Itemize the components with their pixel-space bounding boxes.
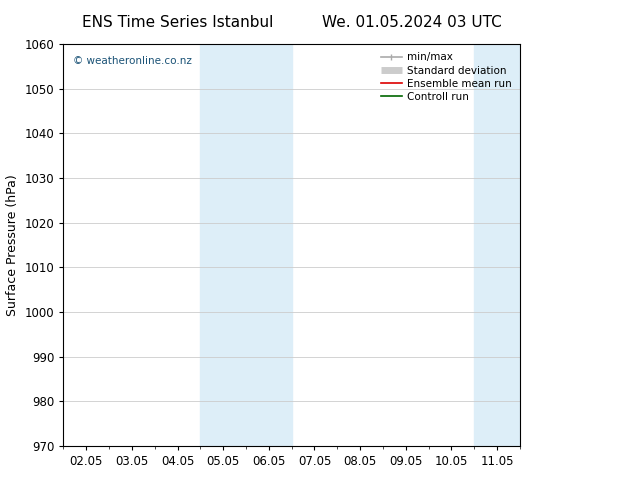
Bar [474, 44, 566, 446]
Text: ENS Time Series Istanbul: ENS Time Series Istanbul [82, 15, 273, 30]
Legend: min/max, Standard deviation, Ensemble mean run, Controll run: min/max, Standard deviation, Ensemble me… [378, 49, 515, 105]
Text: We. 01.05.2024 03 UTC: We. 01.05.2024 03 UTC [322, 15, 502, 30]
Bar [200, 44, 292, 446]
Y-axis label: Surface Pressure (hPa): Surface Pressure (hPa) [6, 174, 19, 316]
Text: © weatheronline.co.nz: © weatheronline.co.nz [72, 56, 191, 66]
